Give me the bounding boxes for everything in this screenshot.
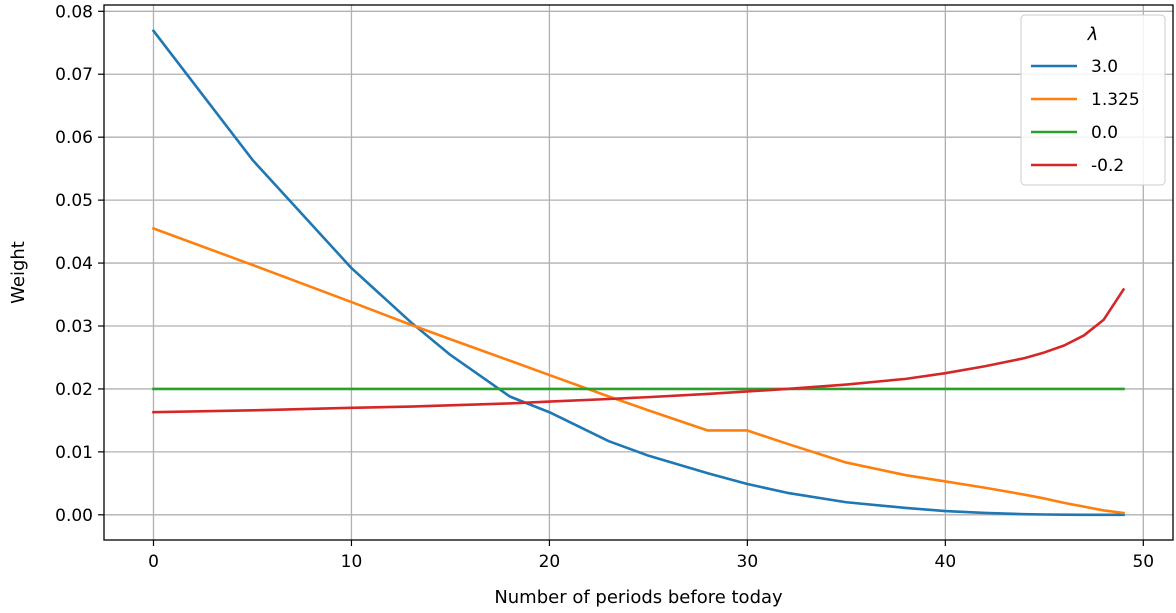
y-tick-label: 0.04 <box>55 254 93 274</box>
legend-label: 1.325 <box>1091 90 1140 110</box>
y-tick-label: 0.03 <box>55 317 93 337</box>
legend-title: λ <box>1087 24 1099 45</box>
y-axis-ticks: 0.00 0.01 0.02 0.03 0.04 0.05 0.06 0.07 0.08 <box>55 2 104 526</box>
series-lines <box>151 28 1126 517</box>
x-axis-label: Number of periods before today <box>494 587 783 608</box>
x-tick-label: 0 <box>148 552 159 572</box>
plot-area-frame <box>103 4 1174 541</box>
x-tick-label: 30 <box>737 552 759 572</box>
y-tick-label: 0.05 <box>55 191 93 211</box>
y-tick-label: 0.02 <box>55 380 93 400</box>
series-line <box>151 226 1125 515</box>
y-tick-label: 0.07 <box>55 65 93 85</box>
x-tick-label: 40 <box>935 552 957 572</box>
y-tick-label: 0.08 <box>55 2 93 22</box>
legend: λ 3.0 1.325 0.0 -0.2 <box>1020 14 1166 186</box>
legend-label: -0.2 <box>1091 156 1124 176</box>
series-line <box>151 28 1125 517</box>
x-axis-ticks: 0 10 20 30 40 50 <box>148 540 1154 572</box>
y-tick-label: 0.00 <box>55 506 93 526</box>
y-tick-label: 0.01 <box>55 443 93 463</box>
x-tick-label: 20 <box>539 552 561 572</box>
x-tick-label: 50 <box>1132 552 1154 572</box>
x-tick-label: 10 <box>341 552 363 572</box>
legend-items: 3.0 1.325 0.0 -0.2 <box>1031 57 1140 176</box>
y-tick-label: 0.06 <box>55 128 93 148</box>
y-axis-label: Weight <box>8 241 29 304</box>
legend-box <box>1020 14 1166 186</box>
series-line <box>152 287 1126 414</box>
grid-lines <box>104 5 1173 540</box>
legend-label: 0.0 <box>1091 123 1118 143</box>
legend-label: 3.0 <box>1091 57 1118 77</box>
